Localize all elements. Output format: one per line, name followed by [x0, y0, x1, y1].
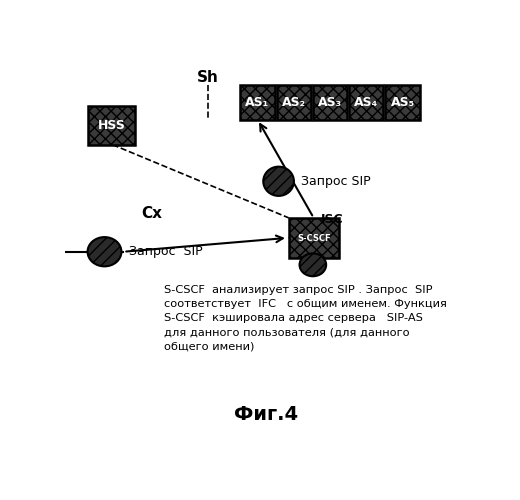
FancyBboxPatch shape: [88, 106, 135, 144]
Text: AS₂: AS₂: [282, 96, 306, 109]
Text: S-CSCF  анализирует запрос SIP . Запрос  SIP
соответствует  IFC   с общим именем: S-CSCF анализирует запрос SIP . Запрос S…: [164, 285, 447, 351]
Text: HSS: HSS: [98, 119, 125, 132]
Text: AS₃: AS₃: [318, 96, 342, 109]
Text: AS₄: AS₄: [354, 96, 379, 109]
FancyBboxPatch shape: [277, 85, 311, 119]
Ellipse shape: [87, 237, 122, 266]
Ellipse shape: [263, 166, 294, 196]
Ellipse shape: [300, 254, 326, 276]
FancyBboxPatch shape: [349, 85, 383, 119]
Text: Запрос SIP: Запрос SIP: [301, 175, 371, 188]
Text: AS₅: AS₅: [391, 96, 414, 109]
FancyBboxPatch shape: [289, 218, 339, 258]
Text: Cx: Cx: [141, 206, 162, 222]
Text: Запрос  SIP: Запрос SIP: [128, 245, 202, 258]
Text: AS₁: AS₁: [245, 96, 269, 109]
Text: Фиг.4: Фиг.4: [235, 405, 298, 424]
FancyBboxPatch shape: [385, 85, 420, 119]
Text: ISC: ISC: [321, 214, 344, 226]
FancyBboxPatch shape: [240, 85, 275, 119]
FancyBboxPatch shape: [313, 85, 347, 119]
Text: Sh: Sh: [197, 70, 219, 85]
Text: S-CSCF: S-CSCF: [297, 234, 331, 242]
